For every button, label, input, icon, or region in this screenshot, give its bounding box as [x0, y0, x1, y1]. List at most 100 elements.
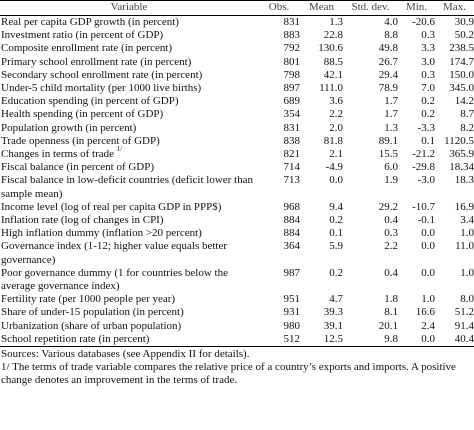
max-cell: 174.7 — [449, 55, 474, 68]
min-cell: -0.1 — [417, 214, 435, 227]
min-cell: 0.0 — [421, 240, 435, 253]
max-cell: 30.9 — [454, 16, 474, 28]
variable-name-cell: Inflation rate (log of changes in CPI) — [0, 214, 258, 227]
table-row: Poor governance dummy (1 for countries b… — [0, 267, 474, 293]
variable-name-cell: Real per capita GDP growth (in percent) — [0, 16, 258, 30]
mean-cell: 42.1 — [323, 68, 343, 81]
std-dev-cell: 1.7 — [384, 95, 398, 108]
variable-name-cell: Primary school enrollment rate (in perce… — [0, 56, 258, 69]
max-cell: 91.4 — [454, 319, 474, 332]
mean-cell: 9.4 — [329, 200, 343, 213]
obs-cell: 897 — [283, 82, 301, 95]
std-dev-cell: 0.4 — [384, 214, 398, 227]
std-dev-cell: 1.8 — [384, 293, 398, 306]
variable-name-cell: Secondary school enrollment rate (in per… — [0, 69, 258, 82]
max-cell: 345.0 — [449, 82, 474, 95]
variable-name-cell: Population growth (in percent) — [0, 122, 258, 135]
variable-name-cell: School repetition rate (in percent) — [0, 332, 258, 348]
max-cell: 8.2 — [460, 121, 474, 134]
variable-name-cell: Share of under-15 population (in percent… — [0, 306, 258, 319]
max-cell: 18.34 — [449, 161, 474, 174]
table-row: Real per capita GDP growth (in percent) 8… — [0, 16, 474, 30]
std-dev-cell: 8.8 — [384, 29, 398, 42]
min-cell: -10.7 — [412, 200, 435, 213]
variable-name-cell: Poor governance dummy (1 for countries b… — [0, 267, 258, 293]
min-cell: 0.0 — [398, 332, 435, 348]
mean-cell: -4.9 — [325, 161, 343, 174]
variable-name: Inflation rate (log of changes in CPI) — [1, 214, 164, 227]
variable-name: Income level (log of real per capita GDP… — [1, 200, 222, 213]
std-dev-cell: 0.4 — [384, 266, 398, 279]
variable-name-cell: Governance index (1-12; higher value equ… — [0, 240, 258, 266]
mean-cell: 0.0 — [329, 174, 343, 187]
header-min: Min. — [398, 0, 435, 16]
obs-cell: 980 — [283, 319, 301, 332]
variable-name-cell: Urbanization (share of urban population) — [0, 320, 258, 333]
max-cell: 18.3 — [454, 174, 474, 187]
variable-name: Fiscal balance (in percent of GDP) — [1, 161, 155, 174]
header-max: Max. — [435, 0, 474, 16]
table-row: Primary school enrollment rate (in perce… — [0, 56, 474, 69]
min-cell: -29.8 — [412, 161, 435, 174]
variable-name: Population growth (in percent) — [1, 121, 137, 134]
max-cell: 40.4 — [435, 332, 474, 348]
variable-name: School repetition rate (in percent) — [1, 332, 150, 345]
header-variable: Variable — [0, 0, 258, 16]
variable-name: Health spending (in percent of GDP) — [1, 108, 164, 121]
table-row: Governance index (1-12; higher value equ… — [0, 240, 474, 266]
variable-name-cell: Composite enrollment rate (in percent) — [0, 42, 258, 55]
source-note: Sources: Various databases (see Appendix… — [1, 348, 250, 361]
table-row: Income level (log of real per capita GDP… — [0, 201, 474, 214]
max-cell: 1120.5 — [444, 134, 474, 147]
min-cell: 1.0 — [421, 293, 435, 306]
table-row: Secondary school enrollment rate (in per… — [0, 69, 474, 82]
table-row: Trade openness (in percent of GDP) 838 81.… — [0, 135, 474, 148]
table-row: Education spending (in percent of GDP) 68… — [0, 95, 474, 108]
obs-cell: 884 — [283, 214, 301, 227]
obs-cell: 883 — [283, 29, 301, 42]
min-cell: 3.0 — [421, 55, 435, 68]
table-row: Population growth (in percent) 831 2.0 1.3 -… — [0, 122, 474, 135]
variable-name: Under-5 child mortality (per 1000 live b… — [1, 82, 202, 95]
table-notes: Sources: Various databases (see Appendix… — [0, 347, 474, 387]
obs-cell: 713 — [283, 174, 301, 187]
std-dev-cell: 20.1 — [378, 319, 398, 332]
mean-cell: 111.0 — [319, 82, 343, 95]
variable-name-cell: Health spending (in percent of GDP) — [0, 108, 258, 121]
variable-name-cell: Education spending (in percent of GDP) — [0, 95, 258, 108]
table-row: Fiscal balance in low-deficit countries … — [0, 174, 474, 200]
variable-name-cell: Fiscal balance in low-deficit countries … — [0, 174, 258, 200]
std-dev-cell: 49.8 — [378, 42, 398, 55]
std-dev-cell: 0.3 — [384, 227, 398, 240]
std-dev-cell: 4.0 — [384, 16, 398, 28]
table-header: Variable Obs. Mean Std. dev. Min. Max. — [0, 0, 474, 16]
mean-cell: 1.3 — [329, 16, 343, 28]
variable-name-cell: Changes in terms of trade 1/ — [0, 146, 258, 161]
mean-cell: 2.2 — [329, 108, 343, 121]
max-cell: 14.2 — [454, 95, 474, 108]
std-dev-cell: 1.9 — [384, 174, 398, 187]
footnote: 1/ The terms of trade variable compares … — [1, 361, 456, 387]
std-dev-cell: 89.1 — [378, 134, 398, 147]
obs-cell: 354 — [283, 108, 301, 121]
min-cell: 0.2 — [421, 95, 435, 108]
header-std-dev: Std. dev. — [343, 0, 398, 16]
variable-name: High inflation dummy (inflation >20 perc… — [1, 227, 202, 240]
obs-cell: 821 — [283, 148, 301, 161]
variable-name: Governance index (1-12; higher value equ… — [1, 240, 228, 266]
mean-cell: 39.1 — [323, 319, 343, 332]
variable-name-cell: Income level (log of real per capita GDP… — [0, 201, 258, 214]
min-cell: 3.3 — [421, 42, 435, 55]
min-cell: 0.0 — [421, 266, 435, 279]
variable-name: Secondary school enrollment rate (in per… — [1, 68, 203, 81]
table-row: Under-5 child mortality (per 1000 live b… — [0, 82, 474, 95]
min-cell: 0.3 — [421, 29, 435, 42]
mean-cell: 0.2 — [329, 214, 343, 227]
min-cell: 0.0 — [421, 227, 435, 240]
table-row: Health spending (in percent of GDP) 354 2.… — [0, 108, 474, 121]
min-cell: -3.0 — [417, 174, 435, 187]
variable-name: Real per capita GDP growth (in percent) — [1, 16, 179, 28]
table-body: Real per capita GDP growth (in percent) 8… — [0, 16, 474, 348]
variable-name-cell: Under-5 child mortality (per 1000 live b… — [0, 82, 258, 95]
